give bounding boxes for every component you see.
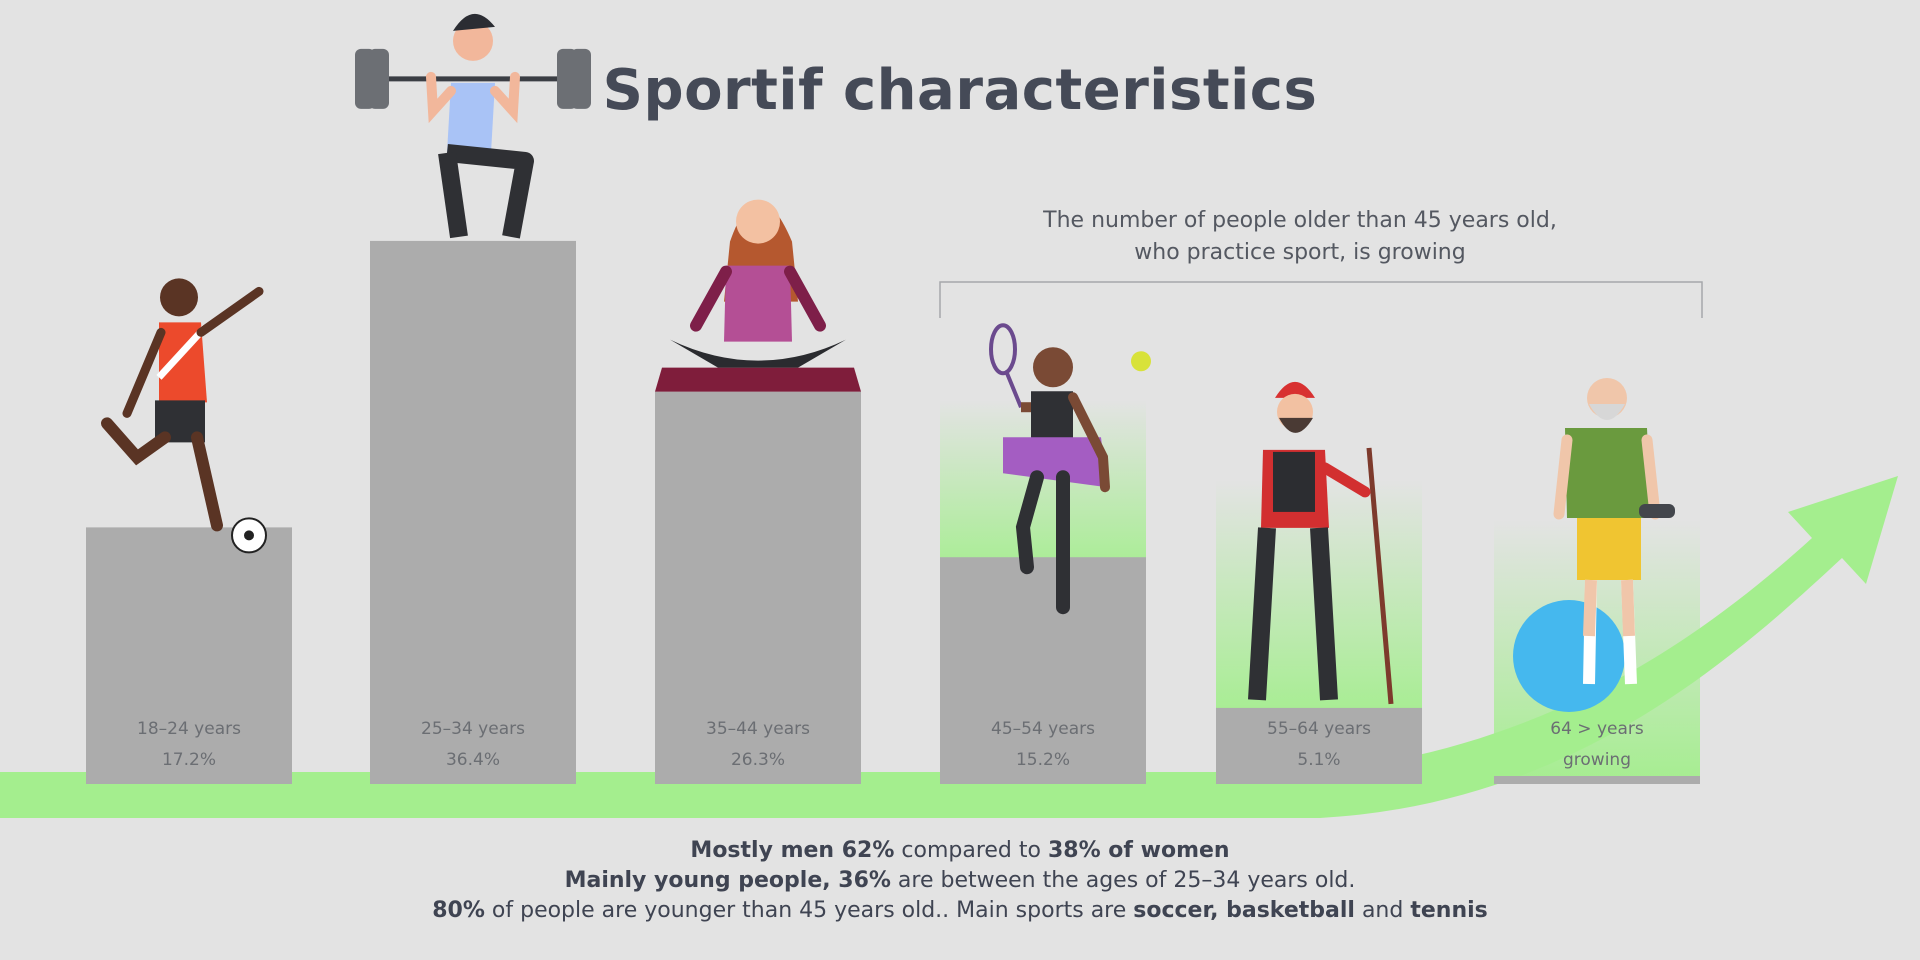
value-label: 17.2% (162, 750, 216, 770)
summary-line-3: 80% of people are younger than 45 years … (0, 896, 1920, 926)
category-label: 64 > years (1550, 719, 1644, 739)
chart-title: Sportif characteristics (602, 58, 1318, 123)
summary-footer: Mostly men 62% compared to 38% of women … (0, 836, 1920, 926)
value-label: 36.4% (446, 750, 500, 770)
bar-45-54-years (940, 557, 1146, 784)
bar-35-44-years (655, 391, 861, 784)
summary-line-3-segment-2: soccer, basketball (1133, 898, 1355, 923)
annotation-bracket (939, 281, 1703, 318)
summary-line-1-segment-2: 38% of women (1047, 838, 1230, 863)
summary-line-3-segment-1: of people are younger than 45 years old.… (484, 898, 1134, 923)
category-label: 55–64 years (1267, 719, 1371, 739)
soccer-player-icon (101, 278, 267, 554)
bar-64-years (1494, 776, 1700, 784)
bar-25-34-years (370, 240, 576, 785)
category-label: 45–54 years (991, 719, 1095, 739)
category-label: 35–44 years (706, 719, 810, 739)
growth-annotation: The number of people older than 45 years… (940, 205, 1660, 269)
tennis-player-icon (989, 323, 1151, 615)
bar-18-24-years (86, 527, 292, 784)
category-label: 18–24 years (137, 719, 241, 739)
summary-line-3-segment-0: 80% (432, 898, 485, 923)
summary-line-2-segment-1: are between the ages of 25–34 years old. (890, 868, 1356, 893)
summary-line-3-segment-4: tennis (1410, 898, 1488, 923)
weightlifter-icon (355, 13, 591, 239)
summary-line-2-segment-0: Mainly young people, 36% (564, 868, 891, 893)
annotation-line-2: who practice sport, is growing (1134, 240, 1466, 265)
value-label: growing (1563, 750, 1631, 770)
summary-line-1-segment-1: compared to (894, 838, 1048, 863)
value-label: 15.2% (1016, 750, 1070, 770)
summary-line-1-segment-0: Mostly men 62% (690, 838, 895, 863)
value-label: 5.1% (1297, 750, 1340, 770)
senior-fitness-icon (1513, 378, 1675, 712)
summary-line-3-segment-3: and (1354, 898, 1411, 923)
summary-line-1: Mostly men 62% compared to 38% of women (0, 836, 1920, 866)
hiker-icon (1248, 381, 1394, 705)
annotation-line-1: The number of people older than 45 years… (1043, 208, 1557, 233)
yoga-woman-icon (655, 199, 861, 392)
category-label: 25–34 years (421, 719, 525, 739)
bar-55-64-years (1216, 707, 1422, 784)
summary-line-2: Mainly young people, 36% are between the… (0, 866, 1920, 896)
value-label: 26.3% (731, 750, 785, 770)
